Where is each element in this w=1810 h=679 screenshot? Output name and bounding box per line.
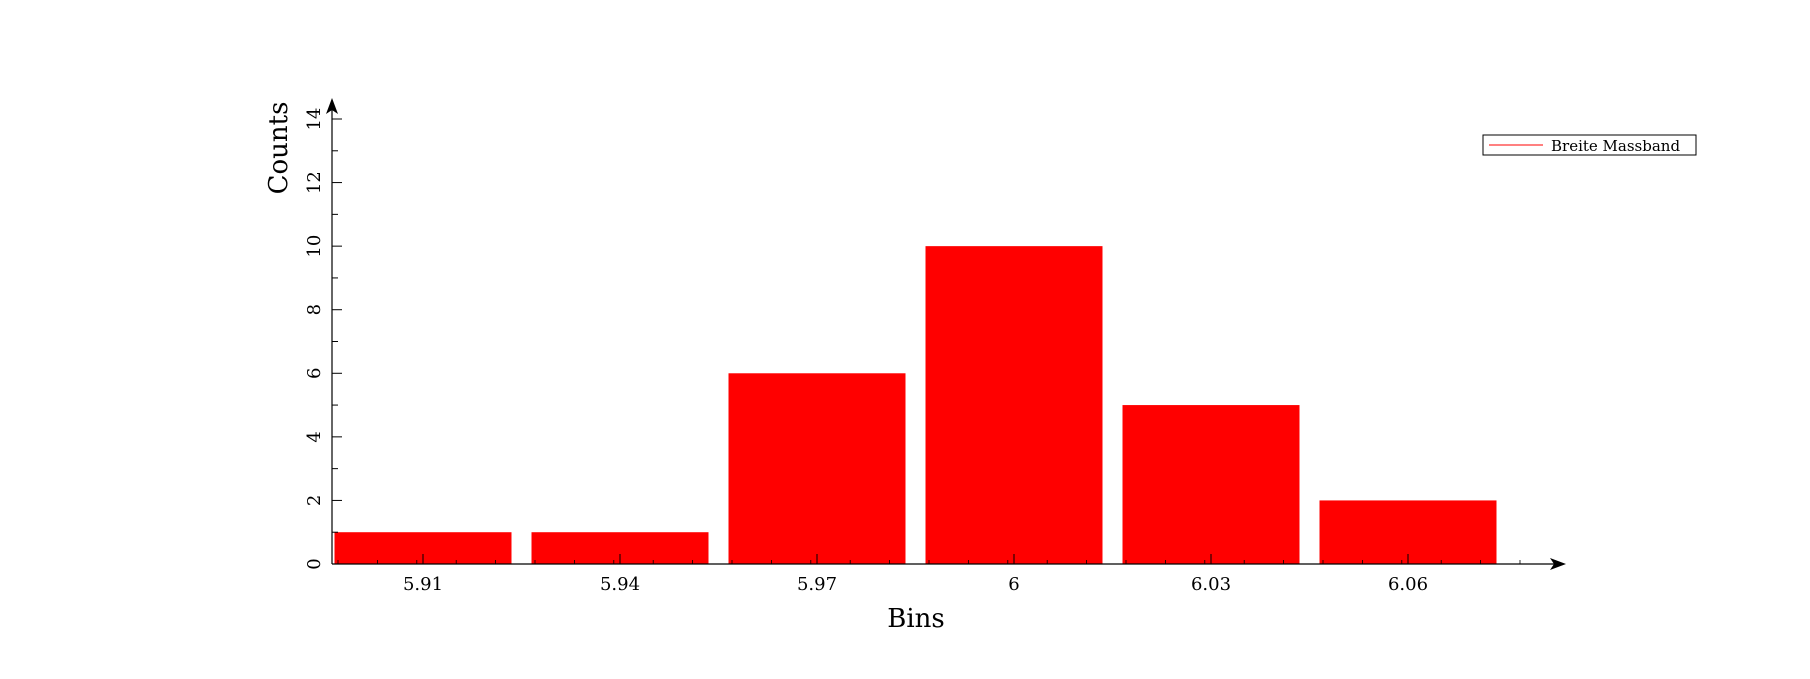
- y-tick-label: 0: [304, 558, 325, 569]
- y-tick-label: 2: [304, 495, 325, 506]
- y-tick-label: 8: [304, 304, 325, 315]
- bar-6.03: [1122, 405, 1300, 564]
- y-tick-label: 4: [304, 431, 325, 442]
- x-ticks-group: 5.91 5.94 5.97 6 6.03 6.06: [337, 554, 1521, 595]
- x-tick-label: 5.97: [797, 574, 837, 595]
- y-axis-title: Counts: [264, 102, 294, 195]
- legend: Breite Massband: [1482, 134, 1697, 156]
- bars-group: [334, 246, 1497, 564]
- y-axis-arrow: [326, 98, 338, 114]
- legend-box: [1482, 134, 1697, 156]
- y-ticks-group: 0 2 4 6 8 10 12 14: [304, 108, 342, 570]
- y-tick-label: 6: [304, 368, 325, 379]
- x-tick-label: 6: [1008, 574, 1019, 595]
- y-tick-label: 12: [304, 171, 325, 194]
- x-tick-label: 5.94: [600, 574, 640, 595]
- legend-label: Breite Massband: [1551, 137, 1680, 155]
- axes-group: [326, 98, 1566, 570]
- x-tick-label: 6.06: [1388, 574, 1428, 595]
- bar-5.97: [728, 373, 906, 564]
- x-tick-label: 6.03: [1191, 574, 1231, 595]
- bar-6: [925, 246, 1103, 564]
- x-axis-arrow: [1550, 558, 1566, 570]
- bar-6.06: [1319, 500, 1497, 564]
- x-axis-title: Bins: [887, 604, 945, 634]
- y-tick-label: 10: [304, 235, 325, 258]
- y-tick-label: 14: [304, 108, 325, 131]
- x-tick-label: 5.91: [403, 574, 443, 595]
